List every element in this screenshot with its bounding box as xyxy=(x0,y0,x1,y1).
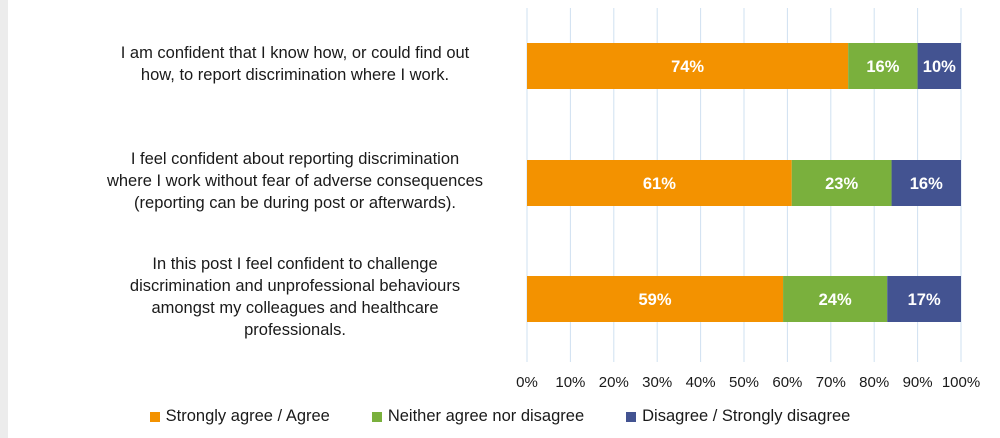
data-label-neutral-2: 23% xyxy=(825,175,858,193)
data-label-agree-2: 61% xyxy=(643,175,676,193)
legend-label-agree: Strongly agree / Agree xyxy=(165,407,330,425)
legend-swatch-neutral xyxy=(371,411,382,422)
legend-swatch-disagree xyxy=(626,411,637,422)
x-tick-label-1: 10% xyxy=(555,374,585,391)
x-tick-label-5: 50% xyxy=(729,374,759,391)
bar-neutral-2 xyxy=(791,160,892,206)
x-tick-label-10: 100% xyxy=(942,374,980,391)
bar-disagree-1 xyxy=(917,43,961,89)
x-tick-label-7: 70% xyxy=(816,374,846,391)
bar-disagree-3 xyxy=(887,276,961,322)
window-edge xyxy=(0,0,8,438)
x-tick-label-4: 40% xyxy=(686,374,716,391)
legend-item-agree: Strongly agree / Agree xyxy=(149,407,330,426)
x-tick-label-0: 0% xyxy=(516,374,538,391)
data-label-neutral-1: 16% xyxy=(866,58,899,76)
data-label-neutral-3: 24% xyxy=(819,291,852,309)
legend-item-neutral: Neither agree nor disagree xyxy=(371,407,585,426)
data-label-agree-3: 59% xyxy=(639,291,672,309)
category-label-2: I feel confident about reporting discrim… xyxy=(106,150,484,212)
legend-item-disagree: Disagree / Strongly disagree xyxy=(626,407,850,426)
x-tick-label-2: 20% xyxy=(599,374,629,391)
bar-disagree-2 xyxy=(891,160,961,206)
category-label-3: In this post I feel confident to challen… xyxy=(129,255,461,339)
bar-agree-1 xyxy=(527,43,849,89)
bar-neutral-1 xyxy=(848,43,918,89)
bar-neutral-3 xyxy=(783,276,888,322)
data-label-agree-1: 74% xyxy=(671,58,704,76)
legend-swatch-agree xyxy=(149,411,160,422)
data-label-disagree-3: 17% xyxy=(908,291,941,309)
x-tick-label-3: 30% xyxy=(642,374,672,391)
bar-agree-3 xyxy=(527,276,784,322)
bar-agree-2 xyxy=(527,160,792,206)
legend-label-neutral: Neither agree nor disagree xyxy=(387,407,585,425)
legend-label-disagree: Disagree / Strongly disagree xyxy=(642,407,851,425)
category-label-1: I am confident that I know how, or could… xyxy=(120,44,470,84)
data-label-disagree-2: 16% xyxy=(910,175,943,193)
x-tick-label-6: 60% xyxy=(772,374,802,391)
legend: Strongly agree / Agree Neither agree nor… xyxy=(0,407,1000,426)
data-label-disagree-1: 10% xyxy=(923,58,956,76)
x-tick-label-8: 80% xyxy=(859,374,889,391)
x-tick-label-9: 90% xyxy=(903,374,933,391)
